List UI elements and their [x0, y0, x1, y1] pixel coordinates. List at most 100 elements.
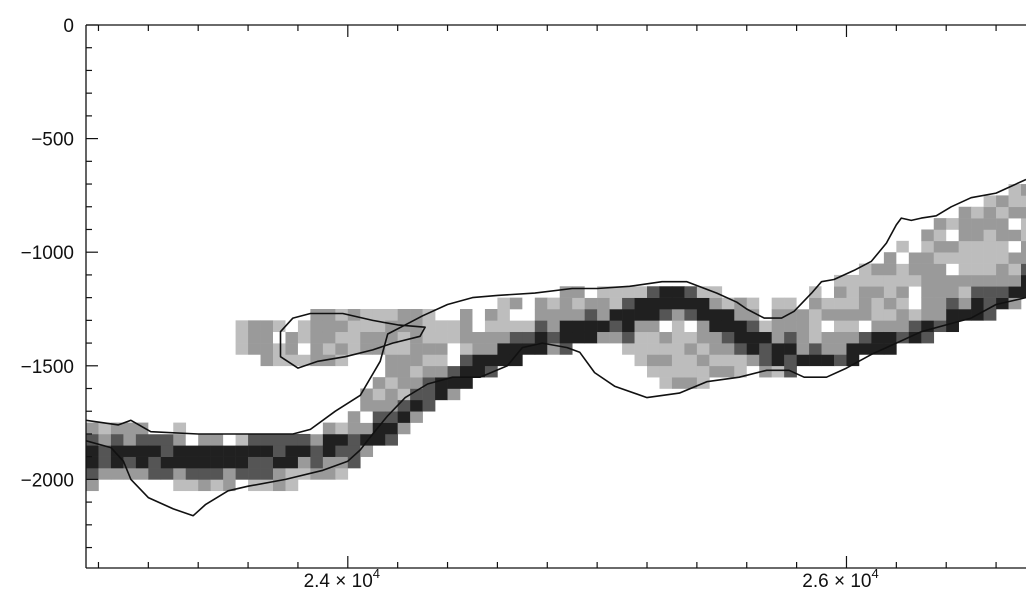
- heatmap-cell: [821, 320, 835, 333]
- heatmap-cell: [559, 320, 573, 333]
- heatmap-cell: [908, 263, 922, 276]
- x-tick-base: 10: [352, 571, 373, 592]
- heatmap-cell: [696, 354, 710, 367]
- heatmap-cell: [248, 456, 261, 469]
- heatmap-cell: [472, 331, 486, 344]
- heatmap-cell: [1021, 263, 1026, 276]
- heatmap-cell: [422, 320, 436, 333]
- heatmap-cell: [285, 445, 299, 457]
- heatmap-cell: [846, 354, 860, 367]
- heatmap-cell: [110, 445, 124, 457]
- heatmap-cell: [771, 297, 785, 310]
- heatmap-cell: [223, 468, 236, 480]
- heatmap-cell: [946, 309, 959, 321]
- heatmap-cell: [235, 433, 249, 446]
- heatmap-cell: [185, 445, 199, 457]
- heatmap-cell: [609, 320, 623, 333]
- heatmap-cell: [746, 331, 760, 344]
- heatmap-cell: [360, 445, 374, 457]
- heatmap-cell: [721, 309, 735, 321]
- heatmap-cell: [771, 331, 785, 344]
- heatmap-cell: [435, 331, 448, 344]
- heatmap-cell: [86, 456, 99, 469]
- heatmap-cell: [547, 309, 561, 321]
- heatmap-cell: [684, 354, 698, 367]
- heatmap-cell: [983, 263, 997, 276]
- heatmap-cell: [809, 354, 822, 367]
- heatmap-cell: [983, 297, 997, 310]
- heatmap-cell: [173, 422, 187, 435]
- heatmap-cell: [983, 274, 997, 287]
- heatmap-cell: [647, 320, 660, 333]
- heatmap-cell: [273, 456, 286, 469]
- heatmap-cell: [622, 297, 635, 310]
- heatmap-cell: [684, 365, 698, 378]
- heatmap-cell: [497, 343, 511, 355]
- heatmap-cell: [297, 433, 311, 446]
- heatmap-cell: [385, 354, 398, 367]
- heatmap-cell: [609, 309, 623, 321]
- x-tick-exponent: 4: [871, 566, 878, 581]
- heatmap-cell: [497, 320, 511, 333]
- heatmap-cell: [647, 354, 660, 367]
- heatmap-cell: [534, 297, 548, 310]
- heatmap-cell: [871, 263, 885, 276]
- heatmap-cell: [484, 365, 498, 378]
- heatmap-cell: [734, 331, 748, 344]
- heatmap-cell: [559, 286, 573, 298]
- heatmap-cell: [709, 365, 723, 378]
- heatmap-cell: [223, 456, 236, 469]
- heatmap-cell: [684, 377, 698, 389]
- heatmap-cell: [709, 309, 723, 321]
- heatmap-cell: [821, 343, 835, 355]
- heatmap-cell: [335, 422, 349, 435]
- heatmap-cell: [297, 456, 311, 469]
- heatmap-cell: [858, 309, 872, 321]
- heatmap-cell: [484, 331, 498, 344]
- heatmap-cell: [896, 331, 910, 344]
- heatmap-cell: [347, 411, 361, 423]
- heatmap-cell: [173, 445, 187, 457]
- heatmap-cell: [360, 309, 374, 321]
- heatmap-cell: [896, 297, 910, 310]
- heatmap-cell: [285, 354, 299, 367]
- heatmap-cell: [846, 320, 860, 333]
- heatmap-cell: [273, 343, 286, 355]
- heatmap-cell: [933, 309, 947, 321]
- heatmap-cell: [809, 309, 822, 321]
- heatmap-cell: [834, 320, 847, 333]
- heatmap-cell: [647, 365, 660, 378]
- heatmap-cell: [684, 297, 698, 310]
- heatmap-cell: [871, 343, 885, 355]
- heatmap-cell: [397, 399, 411, 412]
- heatmap-cell: [858, 331, 872, 344]
- heatmap-cell: [883, 252, 897, 264]
- heatmap-cell: [659, 331, 673, 344]
- heatmap-cell: [734, 309, 748, 321]
- heatmap-cell: [896, 320, 910, 333]
- heatmap-cell: [422, 343, 436, 355]
- heatmap-cell: [696, 286, 710, 298]
- heatmap-cell: [996, 218, 1009, 230]
- heatmap-cell: [385, 331, 398, 344]
- heatmap-cell: [721, 365, 735, 378]
- heatmap-cell: [858, 297, 872, 310]
- heatmap-cell: [422, 354, 436, 367]
- heatmap-cell: [721, 354, 735, 367]
- heatmap-cell: [983, 252, 997, 264]
- heatmap-cell: [322, 331, 336, 344]
- heatmap-cell: [746, 354, 760, 367]
- heatmap-cell: [372, 411, 386, 423]
- heatmap-cell: [347, 422, 361, 435]
- heatmap-cell: [360, 422, 374, 435]
- y-tick-label: −1000: [21, 243, 74, 264]
- x-tick-times: ×: [335, 571, 351, 592]
- heatmap-cell: [759, 331, 772, 344]
- heatmap-cell: [809, 297, 822, 310]
- heatmap-cell: [260, 468, 274, 480]
- heatmap-cell: [397, 309, 411, 321]
- heatmap-cell: [883, 343, 897, 355]
- heatmap-cell: [347, 433, 361, 446]
- heatmap-cell: [933, 263, 947, 276]
- heatmap-cell: [310, 343, 324, 355]
